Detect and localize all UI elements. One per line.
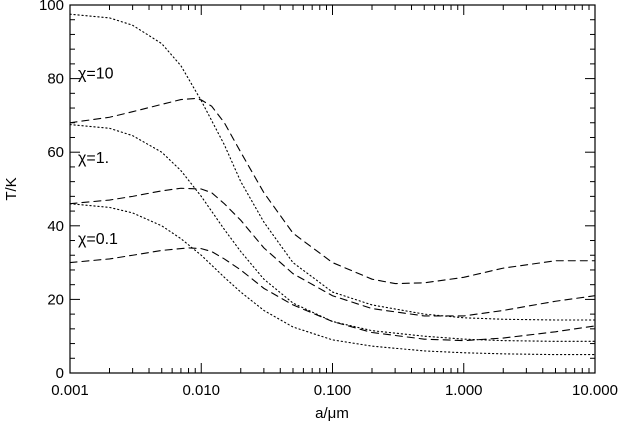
series-line-chi-1-dashed [69, 187, 596, 317]
x-axis-label: a/μm [315, 405, 349, 422]
y-tick-label: 0 [56, 365, 64, 382]
plot-frame [69, 4, 596, 374]
x-tick-label: 0.001 [51, 382, 89, 399]
series-line-chi-0_1-dashed [69, 247, 596, 342]
chi-annotation: χ=10 [78, 66, 114, 83]
y-tick-label: 40 [47, 218, 64, 235]
chi-annotation: χ=0.1 [78, 231, 118, 248]
y-axis-label: T/K [3, 177, 20, 200]
y-tick-label: 100 [39, 0, 64, 14]
y-tick-label: 60 [47, 144, 64, 161]
tick-labels: 0.001 0.010 0.100 1.000 10.000 0 20 40 60 80 100 [39, 0, 618, 399]
chi-annotation: χ=1. [78, 150, 109, 167]
series-lines [69, 13, 596, 356]
x-tick-label: 0.100 [314, 382, 352, 399]
x-tick-label: 1.000 [445, 382, 483, 399]
x-tick-label: 0.010 [182, 382, 220, 399]
annotations: χ=10 χ=1. χ=0.1 [78, 66, 118, 249]
y-tick-label: 80 [47, 71, 64, 88]
y-tick-label: 20 [47, 291, 64, 308]
series-line-chi-0_1-dotted [69, 203, 596, 356]
x-tick-label: 10.000 [572, 382, 618, 399]
series-line-chi-10-dotted [69, 13, 596, 321]
series-line-chi-10-dashed [69, 97, 596, 285]
axis-ticks [69, 4, 596, 374]
series-line-chi-1-dotted [69, 124, 596, 342]
